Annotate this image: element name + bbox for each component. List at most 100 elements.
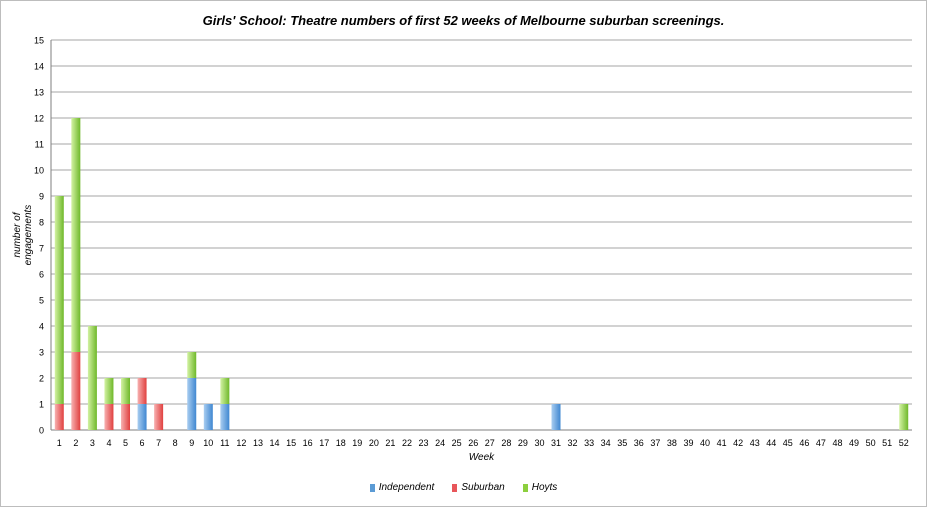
bar-hoyts-week-9 [187, 352, 197, 378]
legend-item-suburban: Suburban [452, 482, 505, 493]
x-tick-label: 42 [733, 438, 743, 448]
bar-hoyts-week-2 [71, 118, 81, 352]
x-tick-label: 35 [617, 438, 627, 448]
x-tick-label: 33 [584, 438, 594, 448]
y-tick-label: 14 [34, 62, 44, 72]
x-tick-label: 12 [236, 438, 246, 448]
legend: Independent Suburban Hoyts [0, 482, 927, 493]
bar-independent-week-11 [220, 404, 230, 430]
bar-suburban-week-1 [54, 404, 64, 430]
y-tick-label: 5 [39, 296, 44, 306]
y-tick-label: 13 [34, 88, 44, 98]
bar-suburban-week-2 [71, 352, 81, 430]
y-tick-label: 8 [39, 218, 44, 228]
y-tick-label: 1 [39, 400, 44, 410]
x-tick-label: 9 [189, 438, 194, 448]
x-tick-label: 44 [766, 438, 776, 448]
x-tick-label: 38 [667, 438, 677, 448]
y-tick-label: 3 [39, 348, 44, 358]
chart-title: Girls' School: Theatre numbers of first … [202, 13, 725, 28]
legend-item-hoyts: Hoyts [522, 482, 558, 493]
y-tick-label: 6 [39, 270, 44, 280]
bar-suburban-week-7 [154, 404, 164, 430]
x-tick-label: 7 [156, 438, 161, 448]
y-tick-label: 7 [39, 244, 44, 254]
x-tick-label: 32 [568, 438, 578, 448]
x-tick-label: 2 [73, 438, 78, 448]
x-tick-label: 21 [385, 438, 395, 448]
x-tick-label: 41 [717, 438, 727, 448]
x-tick-label: 39 [683, 438, 693, 448]
bars [54, 118, 909, 430]
legend-swatch-hoyts [522, 483, 528, 492]
legend-label-hoyts: Hoyts [531, 482, 558, 493]
y-tick-label: 0 [39, 426, 44, 436]
x-tick-label: 51 [882, 438, 892, 448]
bar-suburban-week-5 [121, 404, 131, 430]
bar-hoyts-week-52 [899, 404, 909, 430]
y-tick-label: 4 [39, 322, 44, 332]
x-tick-label: 30 [534, 438, 544, 448]
x-tick-label: 26 [468, 438, 478, 448]
x-tick-label: 46 [799, 438, 809, 448]
legend-swatch-suburban [452, 483, 458, 492]
bar-independent-week-9 [187, 378, 197, 430]
legend-item-independent: Independent [369, 482, 435, 493]
x-tick-label: 52 [899, 438, 909, 448]
x-tick-label: 48 [832, 438, 842, 448]
x-tick-label: 8 [173, 438, 178, 448]
bar-independent-week-10 [203, 404, 213, 430]
x-tick-label: 15 [286, 438, 296, 448]
bar-hoyts-week-11 [220, 378, 230, 404]
x-tick-label: 6 [140, 438, 145, 448]
y-tick-label: 2 [39, 374, 44, 384]
x-tick-labels: 1 2 3 4 5 6 7 8 9 10 11 12 13 14 15 16 17 18 19 20 21 22 23 24 2… [57, 438, 909, 448]
x-tick-label: 36 [634, 438, 644, 448]
legend-label-suburban: Suburban [461, 482, 505, 493]
x-tick-label: 45 [783, 438, 793, 448]
x-tick-label: 20 [369, 438, 379, 448]
legend-swatch-independent [369, 483, 375, 492]
x-tick-label: 29 [518, 438, 528, 448]
y-tick-label: 9 [39, 192, 44, 202]
bar-hoyts-week-1 [54, 196, 64, 404]
gridlines [50, 39, 912, 431]
x-tick-label: 37 [650, 438, 660, 448]
bar-hoyts-week-5 [121, 378, 131, 404]
bar-suburban-week-6 [137, 378, 147, 404]
x-tick-label: 24 [435, 438, 445, 448]
x-tick-label: 16 [303, 438, 313, 448]
x-tick-label: 5 [123, 438, 128, 448]
x-tick-label: 4 [106, 438, 111, 448]
x-tick-label: 11 [220, 438, 229, 448]
x-tick-label: 47 [816, 438, 826, 448]
x-tick-label: 17 [319, 438, 329, 448]
x-tick-label: 27 [485, 438, 495, 448]
bar-hoyts-week-4 [104, 378, 114, 404]
y-tick-label: 11 [35, 140, 44, 150]
x-tick-label: 40 [700, 438, 710, 448]
x-tick-label: 25 [452, 438, 462, 448]
x-tick-label: 49 [849, 438, 859, 448]
x-tick-label: 34 [601, 438, 611, 448]
x-tick-label: 10 [203, 438, 213, 448]
y-tick-label: 12 [34, 114, 44, 124]
x-tick-label: 14 [270, 438, 280, 448]
x-tick-label: 43 [750, 438, 760, 448]
bar-suburban-week-4 [104, 404, 114, 430]
x-tick-label: 23 [419, 438, 429, 448]
x-tick-label: 22 [402, 438, 412, 448]
x-tick-label: 1 [57, 438, 62, 448]
x-tick-label: 18 [336, 438, 346, 448]
x-tick-label: 28 [501, 438, 511, 448]
y-axis-label: number of engagements [12, 204, 34, 266]
x-tick-label: 50 [866, 438, 876, 448]
legend-label-independent: Independent [378, 482, 435, 493]
x-tick-label: 19 [352, 438, 362, 448]
bar-independent-week-31 [551, 404, 561, 430]
bar-hoyts-week-3 [87, 326, 97, 430]
y-tick-label: 15 [34, 36, 44, 46]
y-tick-label: 10 [34, 166, 44, 176]
